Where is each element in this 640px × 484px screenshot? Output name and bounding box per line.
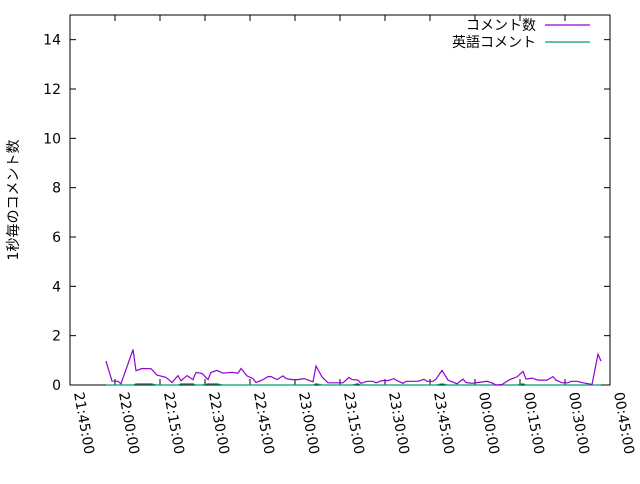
y-tick-label: 14 <box>43 33 61 49</box>
y-axis-label: 1秒毎のコメント数 <box>6 140 22 261</box>
y-tick-label: 2 <box>52 329 61 345</box>
x-tick-label: 23:30:00 <box>385 391 412 456</box>
x-tick-label: 23:45:00 <box>430 391 457 456</box>
x-tick-label: 22:15:00 <box>160 391 187 456</box>
x-tick-label: 21:45:00 <box>70 391 97 456</box>
y-axis: 0 2 4 6 8 10 12 14 <box>43 33 610 394</box>
x-tick-label: 23:00:00 <box>295 391 322 456</box>
legend-label-comments: コメント数 <box>466 18 536 34</box>
y-tick-label: 4 <box>52 279 61 295</box>
y-tick-label: 6 <box>52 230 61 246</box>
x-tick-label: 00:00:00 <box>475 391 502 456</box>
x-tick-label: 22:45:00 <box>250 391 277 456</box>
x-tick-label: 00:15:00 <box>520 391 547 456</box>
series-line-0 <box>105 349 602 386</box>
series-line-1 <box>106 383 601 386</box>
x-tick-label: 00:45:00 <box>610 391 637 456</box>
y-tick-label: 10 <box>43 131 61 147</box>
y-tick-label: 0 <box>52 378 61 394</box>
x-tick-label: 22:30:00 <box>205 391 232 456</box>
plot-frame <box>69 14 611 386</box>
x-axis: 21:45:00 22:00:00 22:15:00 22:30:00 22:45:00… <box>69 15 637 456</box>
y-tick-label: 8 <box>52 181 61 197</box>
x-tick-label: 00:30:00 <box>565 391 592 456</box>
x-tick-label: 22:00:00 <box>115 391 142 456</box>
series-lines <box>105 349 602 386</box>
legend-label-english: 英語コメント <box>452 34 536 51</box>
y-tick-label: 12 <box>43 82 61 98</box>
x-tick-label: 23:15:00 <box>340 391 367 456</box>
legend: コメント数 英語コメント <box>452 18 590 51</box>
